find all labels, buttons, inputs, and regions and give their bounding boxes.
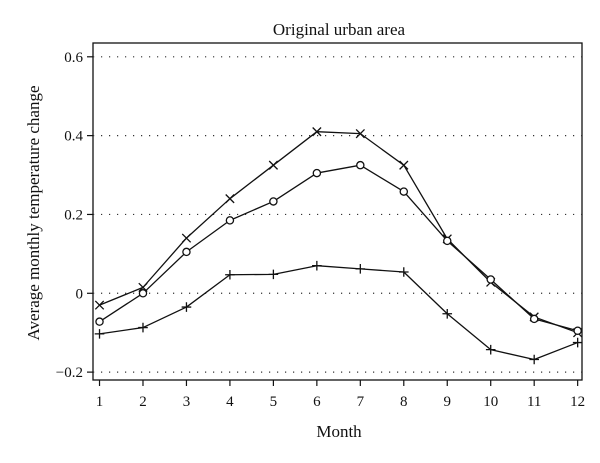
- x-tick-label: 9: [444, 394, 452, 410]
- y-tick-label: 0.2: [64, 207, 83, 223]
- data-point: [138, 289, 148, 298]
- data-point: [399, 160, 409, 170]
- data-point: [182, 247, 191, 257]
- data-point: [442, 308, 453, 319]
- plot-frame: [92, 42, 583, 381]
- x-tick-label: 8: [400, 394, 408, 410]
- data-point: [94, 300, 105, 310]
- grid: [93, 56, 582, 373]
- data-point: [356, 160, 365, 170]
- data-point: [269, 197, 278, 206]
- data-point: [268, 269, 279, 280]
- x-tick-label: 3: [183, 394, 191, 410]
- y-tick-label: −0.2: [56, 365, 83, 381]
- data-point: [312, 260, 322, 271]
- x-tick-label: 2: [139, 394, 147, 410]
- data-point: [312, 127, 322, 137]
- y-tick-label: 0: [76, 286, 84, 302]
- data-point: [485, 344, 496, 355]
- data-point: [225, 216, 235, 225]
- data-point: [355, 128, 365, 139]
- series-line: [99, 265, 578, 361]
- x-tick-label: 5: [270, 394, 278, 410]
- data-point: [529, 354, 539, 365]
- x-tick-label: 10: [483, 394, 498, 410]
- data-point: [225, 269, 235, 280]
- data-point: [268, 160, 279, 170]
- chart-title: Original urban area: [273, 20, 406, 39]
- data-point: [572, 337, 583, 348]
- data-point: [529, 314, 539, 324]
- x-tick-label: 4: [226, 394, 234, 410]
- data-point: [312, 168, 322, 178]
- data-point: [181, 302, 192, 312]
- data-point: [573, 326, 582, 335]
- data-point: [181, 233, 192, 243]
- data-point: [95, 317, 104, 326]
- x-tick-label: 1: [96, 394, 104, 410]
- x-axis: 1 2 3 4 5 6 7 8 9 10 11 12: [96, 380, 585, 410]
- series-+-marker: [94, 260, 583, 365]
- data-point: [399, 187, 409, 196]
- y-axis-title: Average monthly temperature change: [24, 85, 43, 340]
- x-tick-label: 12: [570, 394, 585, 410]
- x-tick-label: 6: [313, 394, 321, 410]
- x-tick-label: 11: [527, 394, 541, 410]
- x-tick-label: 7: [357, 394, 365, 410]
- series-x-marker: [94, 127, 583, 338]
- x-axis-title: Month: [316, 422, 362, 441]
- data-point: [94, 329, 105, 339]
- data-point: [486, 275, 495, 284]
- y-tick-label: 0.4: [64, 129, 83, 145]
- y-axis: −0.2 0 0.2 0.4 0.6: [56, 50, 93, 381]
- y-tick-label: 0.6: [64, 50, 83, 66]
- data-point: [355, 264, 366, 274]
- series-layer: [94, 127, 583, 365]
- data-point: [138, 322, 148, 333]
- data-point: [398, 267, 409, 277]
- data-point: [443, 236, 452, 246]
- series-line: [99, 131, 578, 334]
- data-point: [225, 194, 235, 204]
- series-line: [99, 164, 578, 332]
- series-o-marker: [95, 160, 582, 335]
